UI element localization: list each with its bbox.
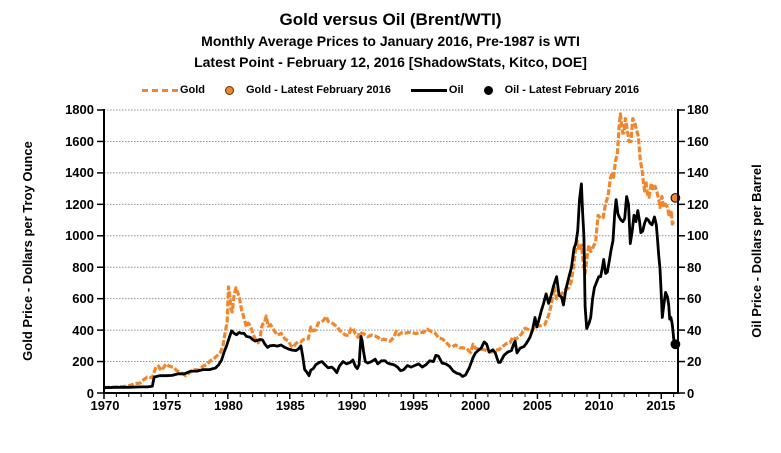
x-tick: 1990 <box>337 398 367 413</box>
left-tick: 1200 <box>65 196 94 212</box>
left-tick: 800 <box>72 259 94 275</box>
legend-label-gold: Gold <box>179 84 205 96</box>
left-tick: 1400 <box>65 165 94 181</box>
right-tick: 80 <box>687 259 702 275</box>
x-tick: 1995 <box>399 398 429 413</box>
x-tick: 2010 <box>584 398 614 413</box>
right-tick: 180 <box>687 102 709 117</box>
right-tick: 120 <box>687 196 709 212</box>
chart-subtitle-2: Latest Point - February 12, 2016 [Shadow… <box>194 54 587 70</box>
oil-solid-line-swatch-icon <box>410 88 447 92</box>
gold-dashed-line-swatch-icon <box>141 88 178 92</box>
legend-item-gold: Gold <box>141 84 205 96</box>
x-tick: 1970 <box>90 398 120 413</box>
left-tick: 1000 <box>65 228 94 244</box>
right-tick: 20 <box>687 354 702 370</box>
right-axis-tick-labels: 180 160 140 120 100 80 60 40 20 0 <box>687 103 737 400</box>
gold-latest-marker-icon <box>225 85 234 95</box>
right-tick: 140 <box>687 165 709 181</box>
right-tick: 0 <box>687 385 695 401</box>
x-tick: 2015 <box>646 398 676 413</box>
x-tick: 1975 <box>152 398 182 413</box>
left-axis-tick-labels: 1800 1600 1400 1200 1000 800 600 400 200… <box>40 103 94 400</box>
right-tick: 40 <box>687 322 702 338</box>
oil-latest-marker-icon <box>483 85 493 95</box>
legend-label-gold-latest: Gold - Latest February 2016 <box>246 84 391 96</box>
legend-item-oil-latest: Oil - Latest February 2016 <box>483 84 640 96</box>
right-tick: 60 <box>687 291 702 307</box>
legend: Gold Gold - Latest February 2016 Oil Oil… <box>0 84 781 96</box>
left-tick: 1800 <box>65 102 94 117</box>
left-tick: 1600 <box>65 133 94 149</box>
left-tick: 400 <box>72 322 94 338</box>
left-tick: 600 <box>72 291 94 307</box>
right-tick: 160 <box>687 133 709 149</box>
left-tick: 200 <box>72 354 94 370</box>
legend-label-oil: Oil <box>448 84 464 96</box>
legend-item-gold-latest: Gold - Latest February 2016 <box>225 84 391 96</box>
x-tick: 2000 <box>461 398 491 413</box>
chart-subtitle-1: Monthly Average Prices to January 2016, … <box>201 33 580 49</box>
legend-item-oil: Oil <box>410 84 464 96</box>
x-axis-tick-labels: 1970 1975 1980 1985 1990 1995 2000 2005 … <box>87 399 679 413</box>
x-tick: 1985 <box>275 398 305 413</box>
legend-label-oil-latest: Oil - Latest February 2016 <box>504 84 640 96</box>
x-tick: 1980 <box>214 398 243 413</box>
x-tick: 2005 <box>522 398 552 413</box>
left-tick: 0 <box>86 385 94 401</box>
right-tick: 100 <box>687 228 709 244</box>
chart-title: Gold versus Oil (Brent/WTI) <box>279 10 502 29</box>
